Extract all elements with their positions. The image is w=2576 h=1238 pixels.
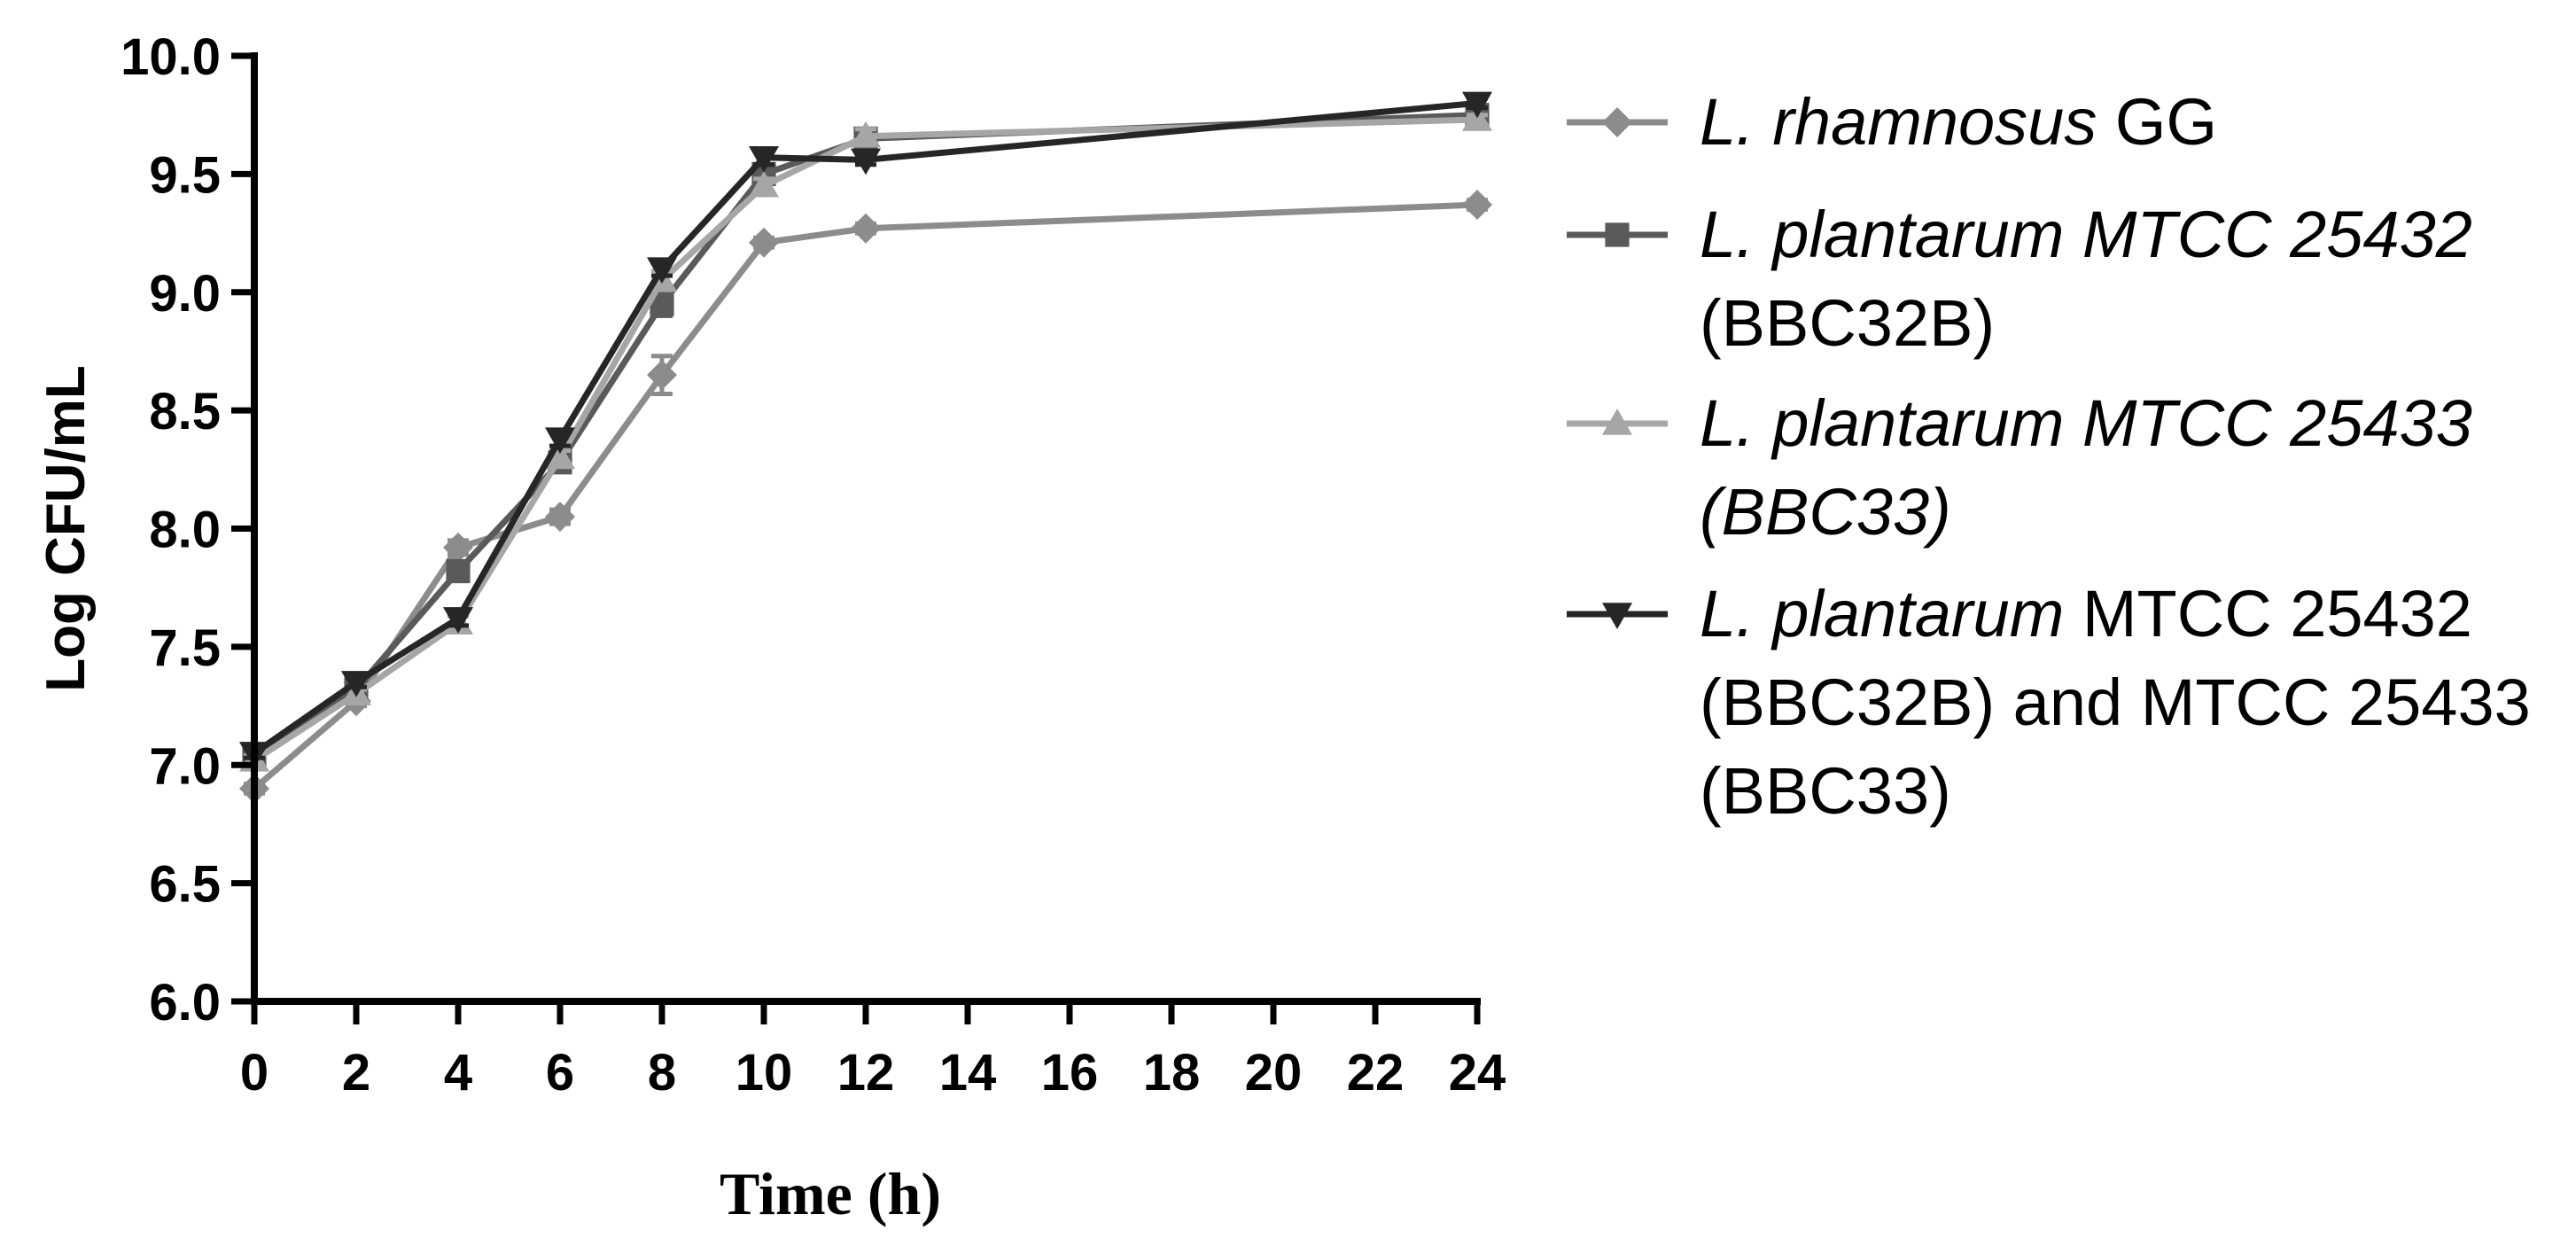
y-tick-label: 7.0 bbox=[149, 737, 221, 795]
y-tick-label: 10.0 bbox=[121, 28, 221, 86]
x-tick-label: 4 bbox=[444, 1044, 472, 1102]
data-point bbox=[1462, 190, 1492, 221]
y-tick-label: 7.5 bbox=[149, 619, 221, 677]
y-tick-label: 8.0 bbox=[149, 502, 221, 559]
data-point bbox=[851, 148, 881, 175]
y-axis-title: Log CFU/mL bbox=[35, 365, 97, 692]
y-tick-label: 9.0 bbox=[149, 265, 221, 323]
legend-label-text: (BBC33) bbox=[1700, 754, 1951, 828]
data-point bbox=[446, 558, 471, 584]
series-1 bbox=[239, 190, 1492, 804]
legend-marker bbox=[1602, 603, 1632, 629]
legend-label-line: L. plantarum MTCC 25432 bbox=[1700, 198, 2472, 271]
series-4 bbox=[239, 91, 1492, 768]
data-point bbox=[749, 145, 779, 173]
y-tick-label: 6.0 bbox=[149, 974, 221, 1032]
data-point bbox=[749, 170, 779, 198]
legend-label-line: L. rhamnosus GG bbox=[1700, 85, 2217, 159]
legend-entry-2: L. plantarum MTCC 25432 (BBC32B) bbox=[1567, 198, 2472, 360]
legend-label-line: (BBC32B) and MTCC 25433 bbox=[1700, 666, 2531, 739]
legend-label-line: (BBC33) bbox=[1700, 475, 1951, 549]
x-tick-label: 0 bbox=[240, 1044, 268, 1102]
legend-marker bbox=[1605, 222, 1630, 247]
legend-entry-4: L. plantarum MTCC 25432 (BBC32B) and MTCC… bbox=[1567, 577, 2531, 828]
series-3 bbox=[239, 105, 1492, 772]
y-tick-label: 8.5 bbox=[149, 383, 221, 440]
data-point bbox=[647, 360, 677, 391]
legend-label-line: (BBC32B) bbox=[1700, 286, 1995, 360]
legend-entry-1: L. rhamnosus GG bbox=[1567, 85, 2217, 159]
data-point bbox=[851, 121, 881, 148]
legend-label-text: L. plantarum MTCC 25432 bbox=[1700, 198, 2472, 271]
legend-label-text: (BBC32B) bbox=[1700, 286, 1995, 360]
legend-entry-3: L. plantarum MTCC 25433 (BBC33) bbox=[1567, 386, 2472, 549]
axes: Log CFU/mL Time (h) 6.0 6.5 7.0 7.5 8.0 8.5 9.… bbox=[35, 28, 1506, 1227]
legend-label-text: L. plantarum MTCC 25433 bbox=[1700, 386, 2472, 460]
series-2 bbox=[242, 103, 1490, 770]
x-tick-label: 8 bbox=[648, 1044, 676, 1102]
data-point bbox=[443, 532, 473, 563]
x-tick-label: 18 bbox=[1143, 1044, 1201, 1102]
x-tick-label: 14 bbox=[939, 1044, 997, 1102]
data-point bbox=[851, 213, 881, 244]
legend-label-line: (BBC33) bbox=[1700, 754, 1951, 828]
data-point bbox=[443, 607, 473, 634]
legend-label-text: L. plantarum bbox=[1700, 577, 2064, 650]
data-point bbox=[1462, 91, 1492, 119]
legend-marker bbox=[1602, 107, 1632, 137]
legend-marker bbox=[1602, 409, 1632, 435]
x-tick-label: 22 bbox=[1347, 1044, 1405, 1102]
plot-area bbox=[239, 91, 1492, 804]
data-point bbox=[545, 427, 575, 455]
data-point bbox=[647, 257, 677, 284]
legend-label-line: L. plantarum MTCC 25432 bbox=[1700, 577, 2472, 650]
x-tick-label: 2 bbox=[342, 1044, 370, 1102]
x-axis-title: Time (h) bbox=[720, 1160, 941, 1227]
legend: L. rhamnosus GG L. plantarum MTCC 25432 (B… bbox=[1567, 85, 2531, 828]
data-point bbox=[341, 671, 371, 697]
x-tick-label: 12 bbox=[837, 1044, 895, 1102]
data-point bbox=[545, 502, 575, 533]
data-point bbox=[749, 227, 779, 258]
legend-label-text: (BBC32B) and MTCC 25433 bbox=[1700, 666, 2531, 739]
legend-label-text: (BBC33) bbox=[1700, 475, 1951, 549]
x-tick-label: 20 bbox=[1245, 1044, 1303, 1102]
series-line bbox=[252, 201, 1478, 791]
y-tick-label: 9.5 bbox=[149, 146, 221, 204]
x-tick-label: 6 bbox=[546, 1044, 574, 1102]
legend-label-line: L. plantarum MTCC 25433 bbox=[1700, 386, 2472, 460]
y-tick-label: 6.5 bbox=[149, 856, 221, 914]
series-line bbox=[253, 99, 1478, 756]
data-point bbox=[545, 442, 575, 470]
legend-label-text: MTCC 25432 bbox=[2064, 577, 2472, 650]
legend-label-text: GG bbox=[2097, 85, 2217, 159]
x-tick-label: 24 bbox=[1449, 1044, 1506, 1102]
x-tick-label: 16 bbox=[1041, 1044, 1099, 1102]
data-point bbox=[650, 292, 674, 316]
x-tick-label: 10 bbox=[735, 1044, 793, 1102]
series-line bbox=[253, 116, 1478, 763]
legend-label-text: L. rhamnosus bbox=[1700, 85, 2097, 159]
